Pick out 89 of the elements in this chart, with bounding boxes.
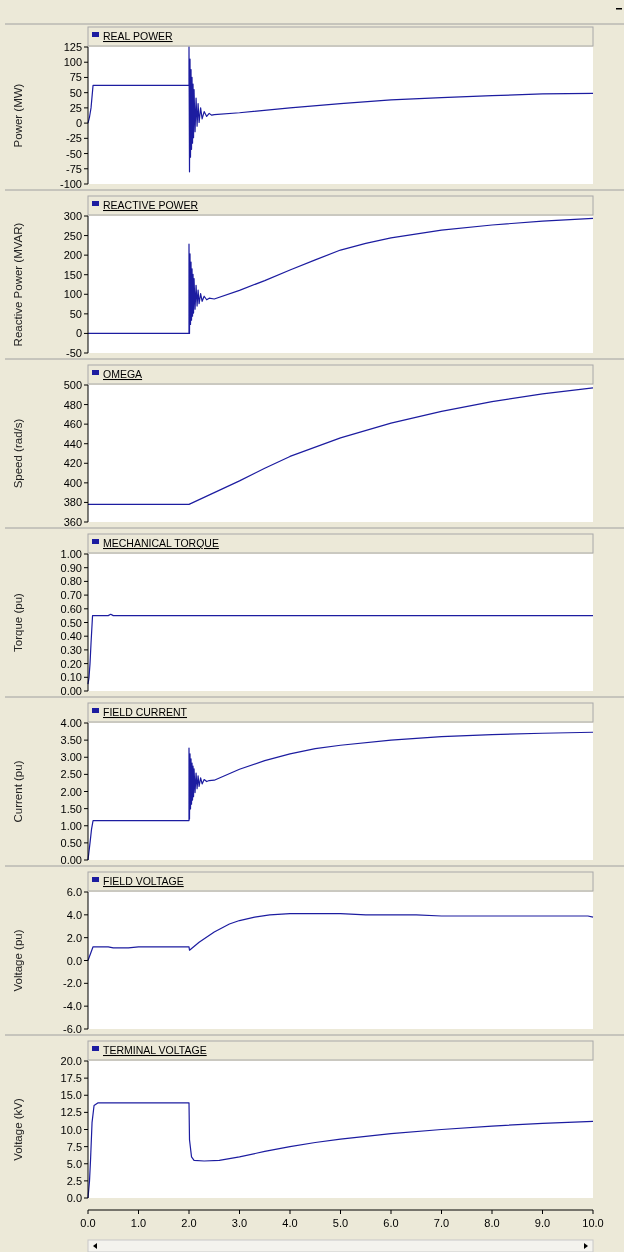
y-tick-label: 15.0 bbox=[60, 1089, 82, 1102]
y-tick-label: 0.60 bbox=[60, 602, 82, 615]
y-tick-label: 5.0 bbox=[66, 1157, 82, 1170]
y-axis-title: Voltage (pu) bbox=[12, 929, 24, 992]
y-tick-label: 2.0 bbox=[66, 931, 82, 944]
y-tick-label: 0.80 bbox=[60, 575, 82, 588]
y-tick-label: 0.90 bbox=[60, 561, 82, 574]
y-tick-label: 460 bbox=[63, 418, 82, 431]
y-tick-label: 0.20 bbox=[60, 657, 82, 670]
y-tick-label: 50 bbox=[69, 307, 82, 320]
y-tick-label: 0 bbox=[75, 327, 82, 340]
x-tick-label: 7.0 bbox=[433, 1217, 450, 1229]
y-tick-label: 0.50 bbox=[60, 616, 82, 629]
y-tick-label: 300 bbox=[63, 210, 82, 222]
y-tick-label: 0.30 bbox=[60, 643, 82, 656]
y-axis-title: Torque (pu) bbox=[12, 592, 24, 652]
y-tick-label: 2.50 bbox=[60, 768, 82, 781]
y-tick-label: 0.70 bbox=[60, 589, 82, 602]
x-tick-label: 9.0 bbox=[534, 1217, 551, 1229]
y-tick-label: -4.0 bbox=[63, 1000, 82, 1013]
y-tick-label: 0.10 bbox=[60, 671, 82, 684]
y-tick-label: -6.0 bbox=[63, 1023, 82, 1035]
line-series bbox=[87, 217, 594, 335]
y-tick-label: 1.50 bbox=[60, 802, 82, 815]
y-tick-label: 3.50 bbox=[60, 734, 82, 747]
y-tick-label: 4.00 bbox=[60, 717, 82, 729]
y-tick-label: 0.0 bbox=[66, 954, 82, 967]
y-tick-label: 12.5 bbox=[60, 1106, 82, 1119]
y-tick-label: 0.00 bbox=[60, 685, 82, 697]
legend-label: REACTIVE POWER bbox=[103, 199, 199, 211]
y-axis-title: Reactive Power (MVAR) bbox=[12, 222, 24, 347]
y-tick-label: 380 bbox=[63, 496, 82, 509]
y-tick-label: 1.00 bbox=[60, 548, 82, 560]
line-series bbox=[87, 46, 594, 173]
y-tick-label: 2.5 bbox=[66, 1174, 82, 1187]
y-tick-label: 440 bbox=[63, 437, 82, 450]
y-tick-label: -50 bbox=[66, 347, 82, 359]
y-tick-label: 360 bbox=[63, 516, 82, 528]
y-tick-label: 2.00 bbox=[60, 785, 82, 798]
x-tick-label: 1.0 bbox=[130, 1217, 147, 1229]
y-tick-label: 200 bbox=[63, 249, 82, 262]
y-tick-label: 17.5 bbox=[60, 1072, 82, 1085]
y-tick-label: 6.0 bbox=[66, 886, 82, 898]
y-tick-label: 100 bbox=[63, 56, 82, 69]
x-tick-label: 5.0 bbox=[332, 1217, 349, 1229]
y-tick-label: -25 bbox=[66, 132, 82, 145]
y-tick-label: 500 bbox=[63, 379, 82, 391]
y-tick-label: 125 bbox=[63, 41, 82, 53]
y-axis-title: Power (MW) bbox=[12, 83, 24, 148]
y-axis-title: Speed (rad/s) bbox=[12, 418, 24, 489]
y-tick-label: -2.0 bbox=[63, 977, 82, 990]
y-tick-label: 480 bbox=[63, 398, 82, 411]
y-tick-label: 7.5 bbox=[66, 1140, 82, 1153]
y-tick-label: 25 bbox=[69, 101, 82, 114]
y-tick-label: 75 bbox=[69, 71, 82, 84]
y-tick-label: 0.40 bbox=[60, 630, 82, 643]
x-tick-label: 2.0 bbox=[181, 1217, 197, 1229]
y-tick-label: -100 bbox=[59, 178, 82, 190]
legend-label: FIELD VOLTAGE bbox=[103, 875, 184, 887]
legend-label: OMEGA bbox=[103, 368, 143, 380]
y-tick-label: 0.00 bbox=[60, 854, 82, 866]
y-tick-label: -75 bbox=[66, 162, 82, 175]
x-tick-label: 4.0 bbox=[282, 1217, 298, 1229]
y-tick-label: 0.50 bbox=[60, 836, 82, 849]
y-tick-label: 10.0 bbox=[60, 1123, 82, 1136]
x-tick-label: 8.0 bbox=[484, 1217, 500, 1229]
legend-label: FIELD CURRENT bbox=[103, 706, 188, 718]
legend-label: MECHANICAL TORQUE bbox=[103, 537, 219, 549]
legend-label: REAL POWER bbox=[103, 30, 174, 42]
y-tick-label: 50 bbox=[69, 86, 82, 99]
y-tick-label: 1.00 bbox=[60, 819, 82, 832]
y-tick-label: 250 bbox=[63, 229, 82, 242]
y-tick-label: 0.0 bbox=[66, 1192, 82, 1204]
y-tick-label: 4.0 bbox=[66, 908, 82, 921]
y-tick-label: -50 bbox=[66, 147, 82, 160]
y-tick-label: 100 bbox=[63, 288, 82, 301]
y-tick-label: 0 bbox=[75, 117, 82, 130]
y-tick-label: 420 bbox=[63, 457, 82, 470]
x-tick-label: 6.0 bbox=[383, 1217, 399, 1229]
y-tick-label: 150 bbox=[63, 268, 82, 281]
line-series bbox=[87, 387, 594, 505]
y-axis-title: Current (pu) bbox=[12, 760, 24, 823]
x-tick-label: 3.0 bbox=[231, 1217, 248, 1229]
y-axis-title: Voltage (kV) bbox=[12, 1098, 24, 1161]
x-tick-label: 10.0 bbox=[582, 1217, 604, 1229]
legend-label: TERMINAL VOLTAGE bbox=[103, 1044, 207, 1056]
y-tick-label: 400 bbox=[63, 476, 82, 489]
y-tick-label: 3.00 bbox=[60, 751, 82, 764]
y-tick-label: 20.0 bbox=[60, 1055, 82, 1067]
